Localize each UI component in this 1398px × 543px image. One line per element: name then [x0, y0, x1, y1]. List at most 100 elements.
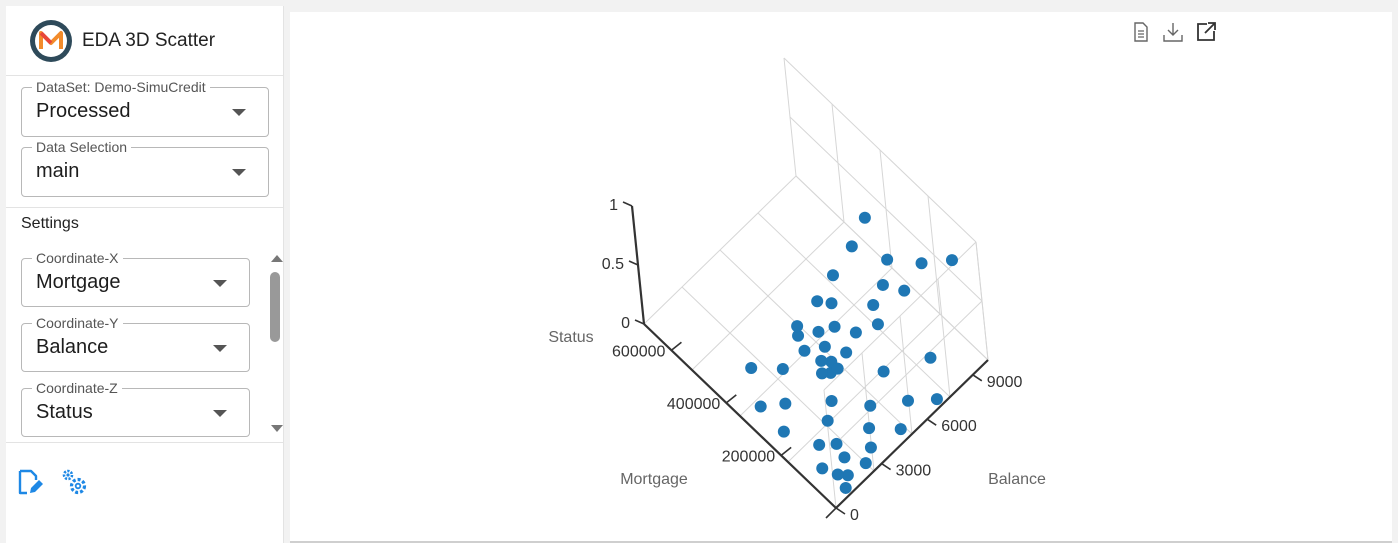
scroll-down-arrow-icon[interactable] — [271, 425, 283, 432]
scatter-point[interactable] — [779, 397, 792, 410]
app-title: EDA 3D Scatter — [82, 29, 216, 51]
coordinate-z-value: Status — [36, 401, 93, 423]
scatter-point[interactable] — [830, 437, 843, 450]
scroll-up-arrow-icon[interactable] — [271, 255, 283, 262]
chevron-down-icon — [213, 280, 227, 287]
scatter-point[interactable] — [777, 425, 790, 438]
scatter-point[interactable] — [871, 318, 884, 331]
coordinate-y-select[interactable]: Coordinate-Y Balance — [21, 315, 250, 372]
scatter-point[interactable] — [831, 468, 844, 481]
scatter-point[interactable] — [821, 414, 834, 427]
scatter-point[interactable] — [864, 399, 877, 412]
scatter-point[interactable] — [754, 400, 767, 413]
open-external-icon[interactable] — [1195, 21, 1217, 43]
scatter-point[interactable] — [826, 269, 839, 282]
chart-ticks: 200000 400000 600000 0 3000 6000 9000 0 0.5 1 — [602, 197, 1023, 524]
scatter-point[interactable] — [930, 393, 943, 406]
scatter-point[interactable] — [863, 422, 876, 435]
scatter-point[interactable] — [838, 451, 851, 464]
scatter-point[interactable] — [894, 423, 907, 436]
z-tick-label: 0 — [621, 315, 630, 332]
app-header: EDA 3D Scatter — [6, 6, 283, 76]
gears-icon[interactable] — [60, 468, 88, 496]
scrollbar-thumb[interactable] — [270, 272, 280, 342]
y-tick-label: 0 — [850, 507, 859, 524]
scatter-point[interactable] — [839, 481, 852, 494]
scatter-point[interactable] — [815, 354, 828, 367]
scatter-point[interactable] — [867, 299, 880, 311]
scatter-point[interactable] — [915, 257, 928, 270]
scatter-point[interactable] — [902, 394, 914, 407]
scatter-point[interactable] — [864, 441, 877, 454]
coordinate-y-value: Balance — [36, 336, 109, 358]
scatter-point[interactable] — [798, 344, 811, 357]
scatter-point[interactable] — [825, 395, 838, 407]
scatter-point[interactable] — [840, 346, 853, 359]
scatter-point[interactable] — [816, 367, 828, 380]
scatter-point[interactable] — [818, 340, 831, 353]
coordinate-x-select[interactable]: Coordinate-X Mortgage — [21, 250, 250, 307]
data-selection-select[interactable]: Data Selection main — [21, 139, 269, 197]
scatter-3d-chart[interactable]: 200000 400000 600000 0 3000 6000 9000 0 0.5 1 Sta… — [290, 12, 1392, 543]
grid-line — [783, 57, 977, 243]
download-icon[interactable] — [1162, 21, 1184, 43]
chart-grid — [643, 57, 989, 509]
scatter-point[interactable] — [811, 295, 824, 308]
scatter-point[interactable] — [858, 211, 871, 224]
y-tick-label: 3000 — [896, 463, 932, 480]
divider — [6, 442, 284, 443]
chart-panel: 200000 400000 600000 0 3000 6000 9000 0 0.5 1 Sta… — [290, 12, 1392, 543]
scatter-point[interactable] — [831, 362, 844, 375]
y-tick-mark — [881, 462, 892, 471]
settings-scrollbar[interactable] — [268, 250, 283, 436]
scatter-point[interactable] — [876, 278, 889, 291]
scatter-point[interactable] — [812, 325, 825, 338]
scatter-point[interactable] — [845, 240, 858, 253]
coordinate-z-label: Coordinate-Z — [32, 380, 122, 396]
chevron-down-icon — [213, 345, 227, 352]
data-selection-label: Data Selection — [32, 139, 132, 155]
dataset-select-value: Processed — [36, 100, 131, 122]
scatter-point[interactable] — [816, 462, 829, 475]
z-tick-label: 1 — [609, 197, 618, 214]
y-tick-mark — [835, 507, 846, 515]
scatter-point[interactable] — [776, 362, 789, 375]
scatter-point[interactable] — [841, 469, 854, 482]
scatter-point[interactable] — [828, 320, 841, 333]
chevron-down-icon — [213, 410, 227, 417]
y-tick-mark — [972, 374, 983, 382]
chevron-down-icon — [232, 109, 246, 116]
grid-line — [643, 175, 797, 325]
coordinate-x-value: Mortgage — [36, 271, 121, 293]
coordinate-y-label: Coordinate-Y — [32, 315, 123, 331]
scatter-point[interactable] — [859, 457, 872, 470]
scatter-point[interactable] — [791, 320, 804, 333]
scatter-point[interactable] — [924, 351, 937, 364]
edit-note-icon[interactable] — [16, 468, 44, 496]
y-tick-mark — [926, 418, 937, 426]
grid-line — [719, 249, 913, 435]
scatter-point[interactable] — [745, 362, 758, 374]
dataset-select[interactable]: DataSet: Demo-SimuCredit Processed — [21, 79, 269, 137]
scatter-point[interactable] — [877, 365, 890, 378]
data-selection-value: main — [36, 160, 80, 182]
y-axis-line — [835, 359, 989, 509]
coordinate-z-select[interactable]: Coordinate-Z Status — [21, 380, 250, 437]
scatter-point[interactable] — [898, 284, 911, 297]
scatter-point[interactable] — [881, 253, 894, 266]
scatter-point[interactable] — [813, 438, 826, 451]
z-tick-label: 0.5 — [602, 256, 624, 273]
document-icon[interactable] — [1130, 21, 1152, 43]
scatter-point[interactable] — [825, 297, 838, 310]
scatter-point[interactable] — [945, 254, 958, 267]
grid-line — [789, 116, 983, 302]
axis-corner-tick — [825, 507, 837, 519]
chevron-down-icon — [232, 169, 246, 176]
scatter-point[interactable] — [849, 326, 862, 339]
grid-line — [829, 300, 983, 450]
y-tick-label: 9000 — [987, 374, 1023, 391]
grid-line — [691, 221, 845, 371]
scatter-point[interactable] — [792, 329, 805, 342]
z-tick-mark — [628, 260, 639, 266]
sidebar: EDA 3D Scatter DataSet: Demo-SimuCredit … — [6, 6, 284, 543]
